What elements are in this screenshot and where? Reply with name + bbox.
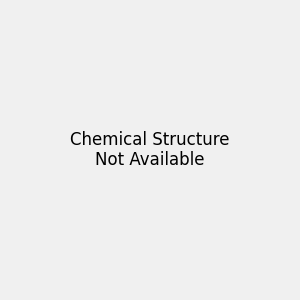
Text: Chemical Structure
Not Available: Chemical Structure Not Available — [70, 130, 230, 170]
